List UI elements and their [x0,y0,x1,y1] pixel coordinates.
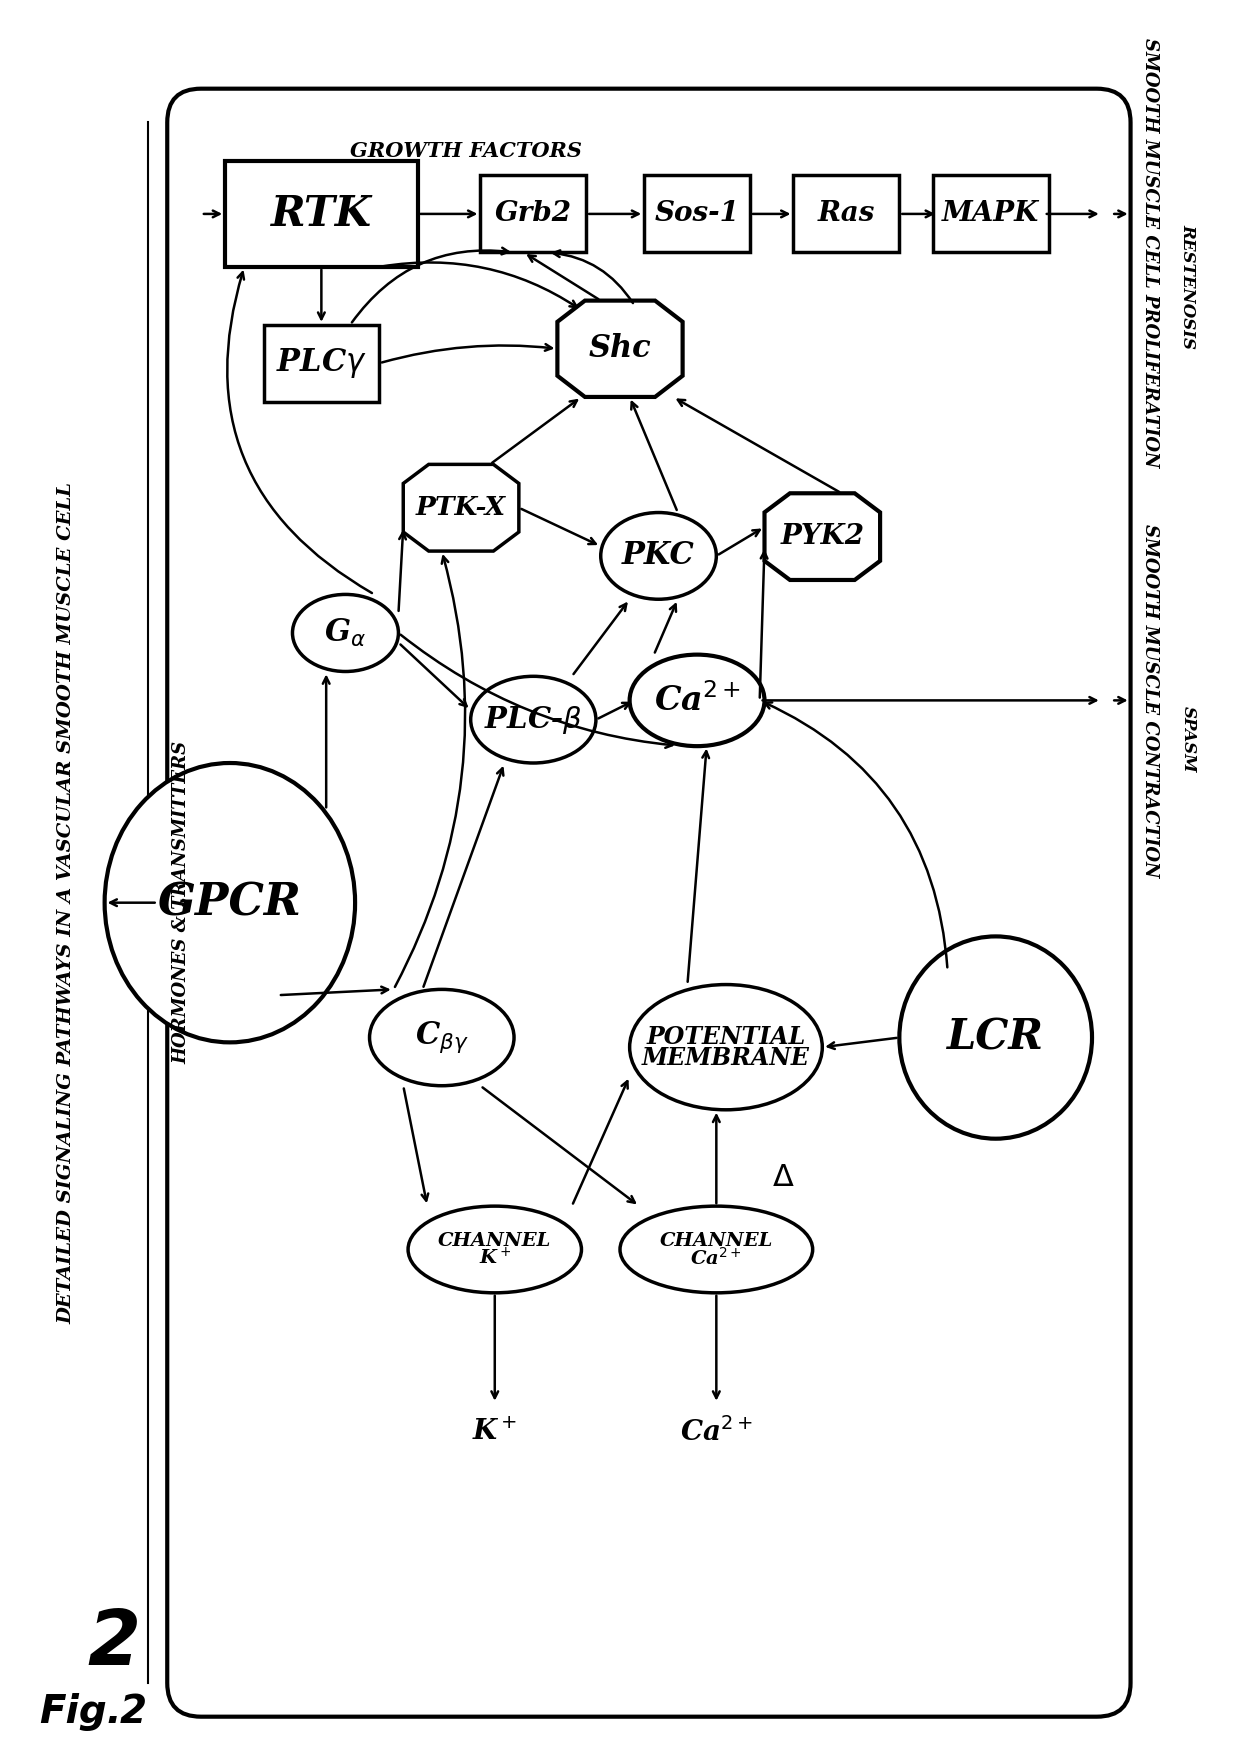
Ellipse shape [471,676,596,763]
Text: K$^+$: K$^+$ [472,1419,517,1446]
FancyBboxPatch shape [644,176,750,252]
Text: Ca$^{2+}$: Ca$^{2+}$ [653,683,740,718]
Text: 2: 2 [88,1608,141,1682]
FancyBboxPatch shape [480,176,587,252]
Text: $\Delta$: $\Delta$ [773,1162,795,1192]
Text: SMOOTH MUSCLE CELL PROLIFERATION: SMOOTH MUSCLE CELL PROLIFERATION [1141,37,1159,467]
Text: G$_\alpha$: G$_\alpha$ [325,616,367,650]
Text: C$_{\beta\gamma}$: C$_{\beta\gamma}$ [415,1020,469,1055]
Text: SMOOTH MUSCLE CONTRACTION: SMOOTH MUSCLE CONTRACTION [1141,523,1159,877]
Ellipse shape [408,1206,582,1293]
Ellipse shape [630,655,765,747]
Ellipse shape [600,512,717,599]
Text: RESTENOSIS: RESTENOSIS [1179,224,1197,349]
Text: Sos-1: Sos-1 [655,201,739,227]
Ellipse shape [370,990,515,1087]
Ellipse shape [899,937,1092,1139]
Ellipse shape [630,984,822,1109]
FancyBboxPatch shape [932,176,1049,252]
Text: PTK-X: PTK-X [415,495,506,519]
FancyBboxPatch shape [224,160,418,268]
Text: LCR: LCR [947,1016,1044,1058]
Text: PYK2: PYK2 [780,523,864,549]
Text: CHANNEL: CHANNEL [660,1231,773,1250]
Polygon shape [558,301,682,396]
FancyBboxPatch shape [794,176,899,252]
Text: 2: 2 [120,1692,148,1731]
Text: DETAILED SIGNALING PATHWAYS IN A VASCULAR SMOOTH MUSCLE CELL: DETAILED SIGNALING PATHWAYS IN A VASCULA… [57,483,76,1324]
Text: HORMONES & TRANSMITTERS: HORMONES & TRANSMITTERS [172,741,191,1064]
Text: RTK: RTK [270,194,372,234]
Text: Ca$^{2+}$: Ca$^{2+}$ [691,1247,743,1270]
Ellipse shape [293,595,398,671]
FancyBboxPatch shape [167,88,1131,1717]
Text: PLC-$\beta$: PLC-$\beta$ [485,704,583,736]
Text: Ca$^{2+}$: Ca$^{2+}$ [680,1418,753,1448]
Polygon shape [403,465,518,551]
Text: MAPK: MAPK [942,201,1039,227]
Text: PKC: PKC [622,541,694,571]
Text: K$^+$: K$^+$ [479,1247,511,1270]
Text: MEMBRANE: MEMBRANE [642,1046,810,1071]
FancyBboxPatch shape [264,324,379,402]
Ellipse shape [620,1206,812,1293]
Ellipse shape [104,763,355,1043]
Text: Grb2: Grb2 [495,201,572,227]
Text: CHANNEL: CHANNEL [438,1231,552,1250]
Text: Ras: Ras [817,201,875,227]
Text: GPCR: GPCR [157,880,301,925]
Text: Fig.: Fig. [40,1692,122,1731]
Text: Shc: Shc [589,333,651,365]
Text: POTENTIAL: POTENTIAL [646,1025,806,1048]
Text: SPASM: SPASM [1179,706,1197,771]
Text: GROWTH FACTORS: GROWTH FACTORS [350,141,582,162]
Polygon shape [765,493,880,579]
Text: PLC$\gamma$: PLC$\gamma$ [277,347,367,380]
